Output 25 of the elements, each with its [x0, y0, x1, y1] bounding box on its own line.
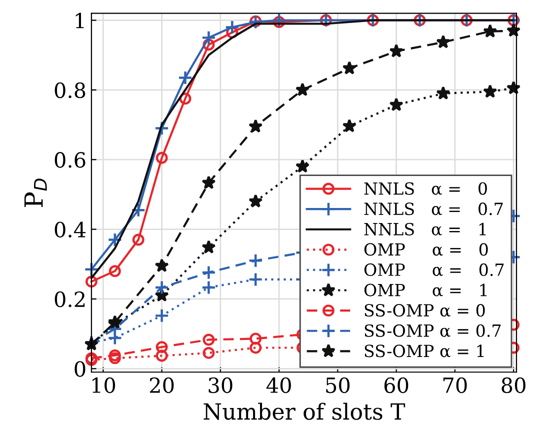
x-tick-label: 60: [384, 377, 408, 394]
y-tick-label: 0.2: [54, 291, 85, 308]
x-axis-title: Number of slots T: [204, 402, 406, 420]
x-tick-label: 20: [150, 377, 174, 394]
legend-label: SS-OMP α = 0.7: [364, 324, 501, 337]
legend-label: OMP α = 1: [364, 284, 487, 296]
y-tick-label: 0.8: [54, 82, 86, 98]
x-tick-label: 30: [208, 377, 232, 394]
y-axis-title: P$_{D}$: [24, 178, 47, 207]
legend-label: NNLS α = 0.7: [364, 202, 503, 216]
legend-label: NNLS α = 0: [364, 182, 487, 195]
x-tick-label: 80: [502, 377, 526, 394]
legend-label: OMP α = 0.7: [364, 263, 504, 276]
x-tick-label: 70: [443, 377, 467, 394]
y-tick-label: 0: [74, 361, 86, 377]
legend-label: OMP α = 0: [364, 243, 488, 256]
x-tick-label: 50: [326, 377, 350, 394]
y-tick-label: 1: [76, 12, 84, 28]
legend-label: NNLS α = 1: [364, 222, 486, 236]
legend-label: SS-OMP α = 0: [364, 304, 485, 317]
legend-label: SS-OMP α = 1: [364, 344, 484, 358]
y-tick-label: 0.4: [54, 222, 86, 238]
y-tick-label: 0.6: [54, 152, 86, 168]
x-tick-label: 40: [266, 377, 291, 394]
x-tick-label: 10: [92, 377, 116, 394]
